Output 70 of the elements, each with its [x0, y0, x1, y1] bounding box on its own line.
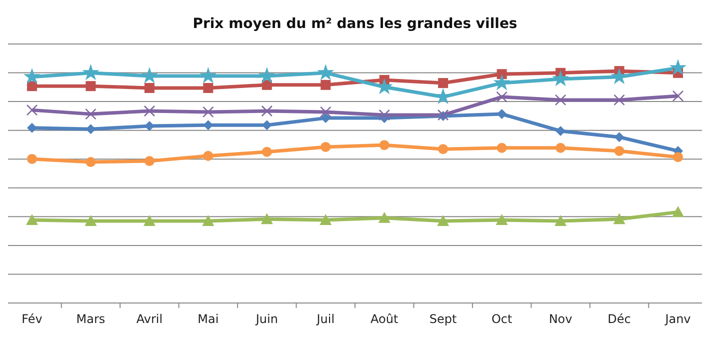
x-tick-label: Avril [136, 312, 163, 326]
x-tick-label: Juil [316, 312, 335, 326]
point [673, 152, 683, 162]
point [438, 144, 448, 154]
point [614, 132, 624, 142]
point [85, 108, 96, 120]
x-tick-label: Fév [22, 312, 42, 326]
point [554, 94, 566, 106]
point [86, 124, 96, 134]
point [320, 106, 332, 118]
point [496, 142, 507, 153]
point [86, 157, 96, 167]
point [203, 150, 214, 161]
point [82, 64, 100, 80]
chart-title: Prix moyen du m² dans les grandes villes [192, 16, 518, 32]
point [27, 122, 37, 133]
x-tick-label: Mai [198, 312, 219, 326]
point [260, 213, 273, 224]
point [320, 80, 331, 90]
point [496, 109, 507, 120]
point [554, 214, 567, 226]
x-tick-label: Sept [429, 312, 458, 326]
point [26, 104, 38, 116]
point [140, 67, 158, 84]
point [258, 67, 276, 84]
point [438, 78, 448, 88]
point [84, 214, 97, 226]
x-tick-label: Oct [491, 312, 512, 326]
x-tick-label: Août [370, 312, 398, 326]
point [672, 206, 684, 218]
point [23, 68, 41, 84]
point [144, 82, 154, 93]
point [261, 105, 273, 117]
point [26, 214, 38, 226]
point [556, 142, 566, 153]
point [672, 90, 684, 102]
x-tick-label: Janv [664, 312, 691, 326]
point [493, 74, 510, 90]
point [437, 214, 450, 226]
point [320, 142, 331, 152]
point [669, 59, 687, 76]
point [552, 70, 570, 86]
point [144, 156, 154, 166]
point [262, 146, 272, 157]
point [200, 67, 217, 84]
point [203, 82, 214, 93]
point [317, 64, 334, 80]
point [379, 140, 390, 150]
point [613, 213, 626, 224]
point [144, 105, 156, 117]
point [610, 68, 628, 84]
point [496, 214, 508, 226]
point [614, 94, 625, 106]
point [614, 146, 624, 156]
point [203, 120, 214, 130]
point [496, 69, 507, 80]
point [496, 91, 508, 103]
x-tick-label: Mars [76, 312, 106, 326]
x-tick-label: Déc [608, 312, 631, 326]
point [27, 154, 37, 164]
point [378, 109, 390, 121]
point [202, 214, 214, 226]
point [86, 81, 96, 92]
point [556, 126, 566, 136]
point [202, 106, 214, 118]
point [378, 212, 390, 223]
point [143, 214, 156, 226]
point [320, 214, 332, 226]
x-tick-label: Nov [548, 312, 572, 326]
x-tick-label: Juin [254, 312, 278, 326]
